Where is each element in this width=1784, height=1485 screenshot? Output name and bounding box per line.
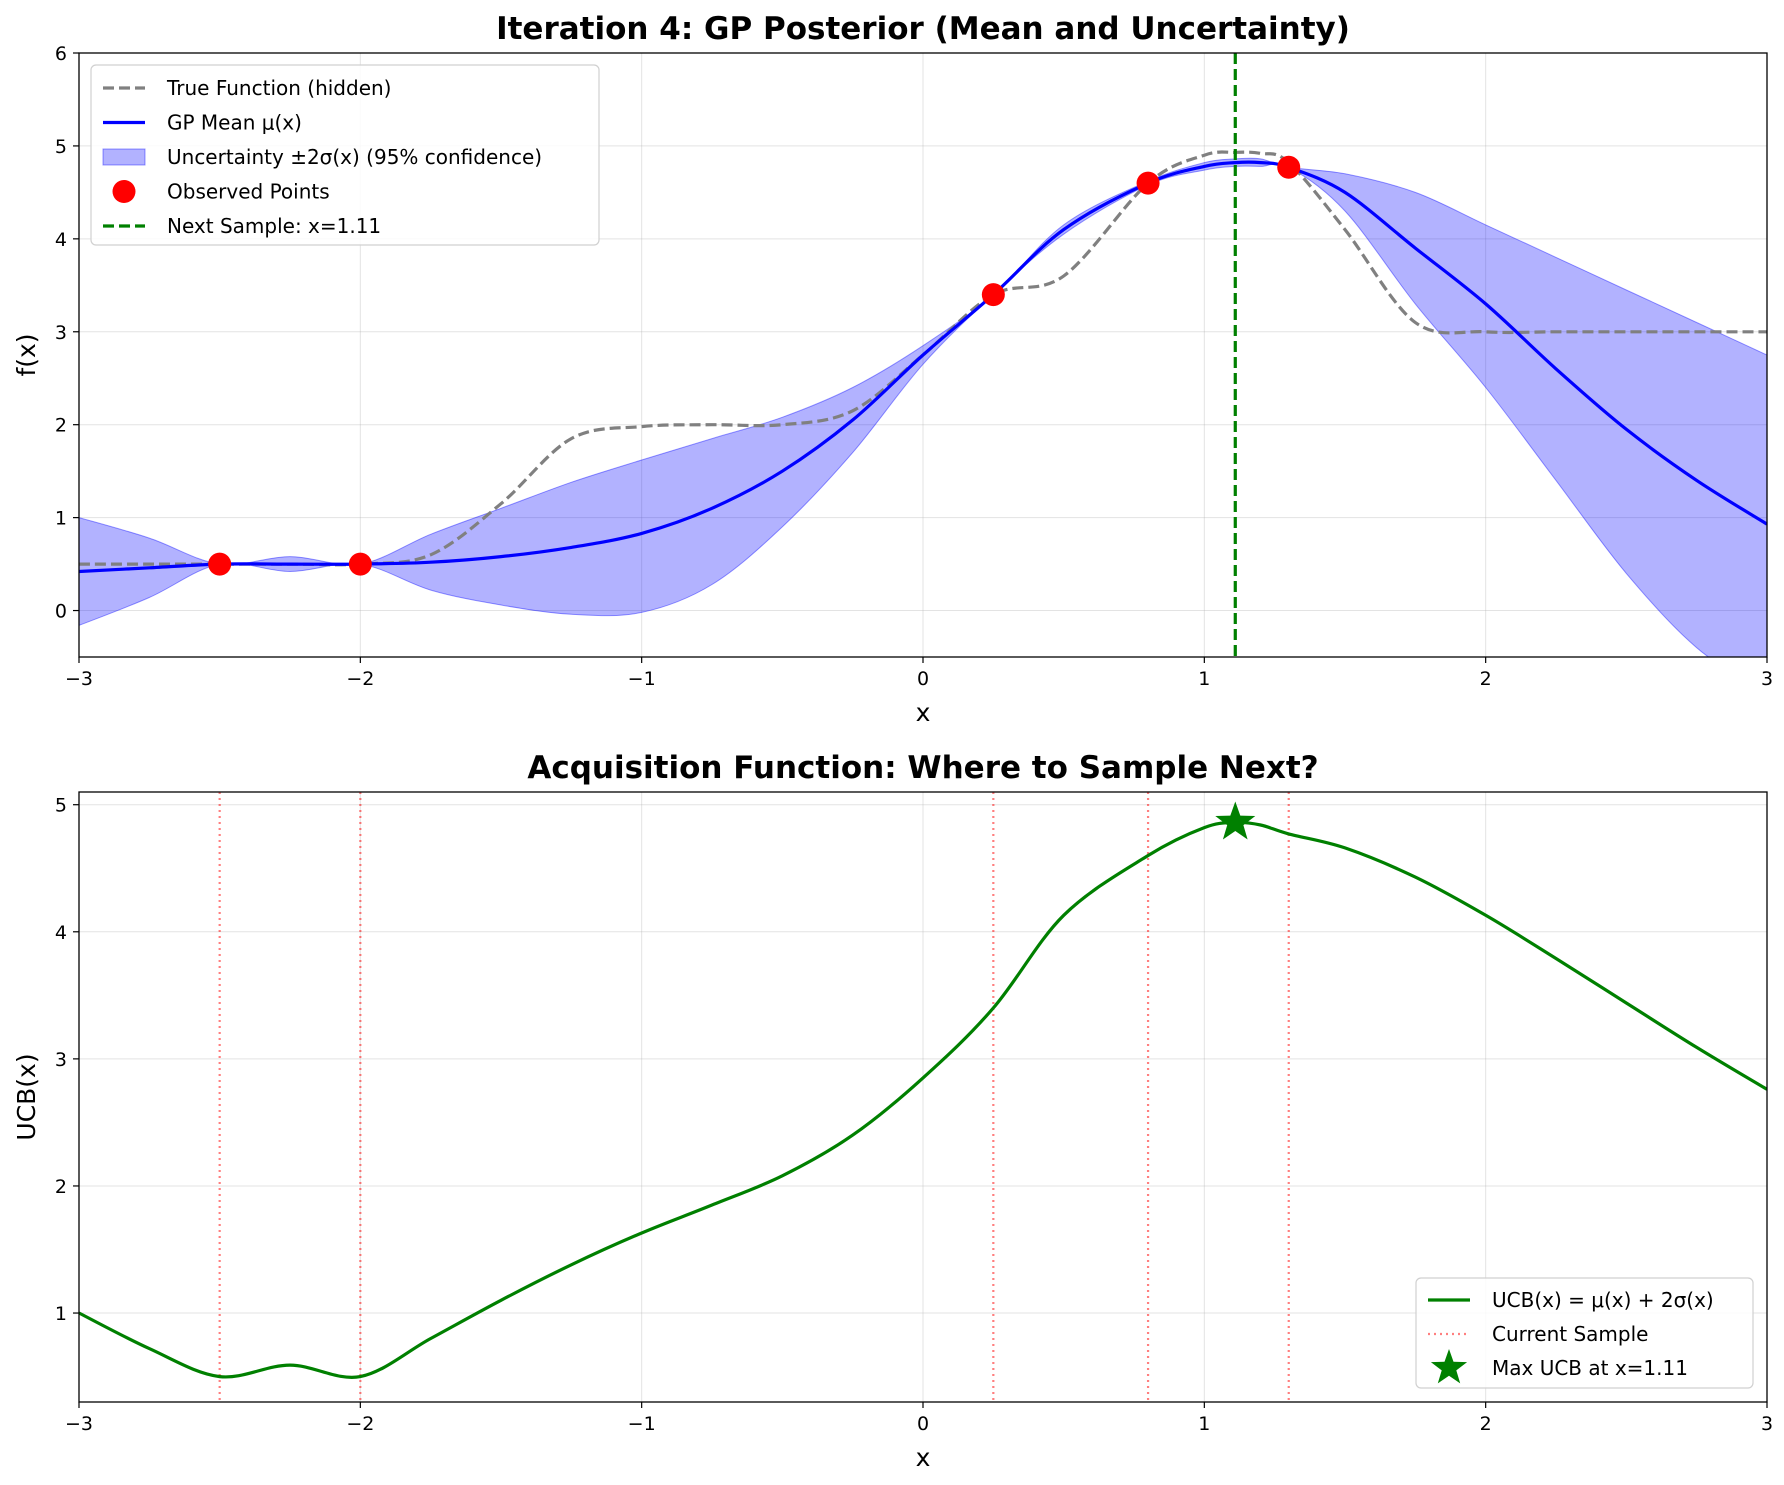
chart-title: Acquisition Function: Where to Sample Ne… [527,750,1318,786]
legend-label: UCB(x) = μ(x) + 2σ(x) [1492,1288,1714,1312]
y-tick-label: 3 [55,322,67,344]
y-tick-label: 1 [55,1303,67,1325]
observed-point [348,552,372,576]
y-tick-label: 5 [55,136,67,158]
x-tick-label: −2 [346,668,374,690]
legend-max-ucb-swatch [1430,1349,1468,1384]
y-tick-label: 5 [55,795,67,817]
y-axis-label: UCB(x) [12,1053,41,1140]
x-tick-label: −1 [628,668,656,690]
legend-label: Observed Points [167,180,330,204]
observed-point [1277,155,1301,179]
legend-label: Max UCB at x=1.11 [1492,1356,1688,1380]
x-tick-label: −1 [628,1413,656,1435]
x-axis-label: x [916,698,931,727]
legend-uncertainty-swatch [102,148,146,166]
gp-posterior-chart: −3 −2 −1 0 1 2 3 0 1 2 3 4 5 6 Iteration 4: GP Posteri… [12,11,1773,727]
legend-label: Current Sample [1492,1322,1648,1346]
plot-area [79,792,1767,1402]
y-tick-label: 3 [55,1049,67,1071]
ucb-line [79,820,1767,1379]
observed-point [981,283,1005,307]
y-tick-label: 4 [55,229,67,251]
legend-label: True Function (hidden) [166,76,391,100]
axes-frame [78,52,1768,658]
x-tick-label: 0 [917,668,929,690]
x-tick-label: 0 [917,1413,929,1435]
x-tick-label: −3 [65,1413,93,1435]
y-tick-label: 0 [55,601,67,623]
x-tick-label: 2 [1480,668,1492,690]
x-axis-label: x [916,1443,931,1472]
acquisition-chart: −3 −2 −1 0 1 2 3 1 2 3 4 5 Acquisition Function: Whe… [12,750,1773,1472]
uncertainty-band [79,157,1767,657]
x-tick-label: 3 [1761,1413,1773,1435]
y-tick-label: 6 [55,43,67,65]
x-tick-label: 1 [1198,668,1210,690]
y-tick-label: 1 [55,508,67,530]
x-tick-label: 3 [1761,668,1773,690]
legend: UCB(x) = μ(x) + 2σ(x) Current Sample Max U… [1415,1277,1754,1389]
legend-label: Uncertainty ±2σ(x) (95% confidence) [167,145,542,169]
legend-box [90,64,600,246]
legend-label: Next Sample: x=1.11 [167,214,381,238]
legend-box [1415,1277,1754,1389]
observed-point [208,552,232,576]
x-tick-label: 1 [1198,1413,1210,1435]
x-tick-label: 2 [1480,1413,1492,1435]
legend-observed-swatch [112,180,136,203]
legend-label: GP Mean μ(x) [167,111,302,135]
y-tick-label: 2 [55,1176,67,1198]
x-tick-label: −3 [65,668,93,690]
legend: True Function (hidden) GP Mean μ(x) Uncert… [90,64,600,246]
observed-point [1136,171,1160,195]
axes-frame [78,791,1768,1403]
y-axis-label: f(x) [12,333,41,376]
chart-title: Iteration 4: GP Posterior (Mean and Unce… [496,11,1350,47]
plot-area [79,53,1767,657]
y-tick-label: 2 [55,415,67,437]
y-tick-label: 4 [55,922,67,944]
max-ucb-star [1215,801,1256,840]
x-tick-label: −2 [346,1413,374,1435]
